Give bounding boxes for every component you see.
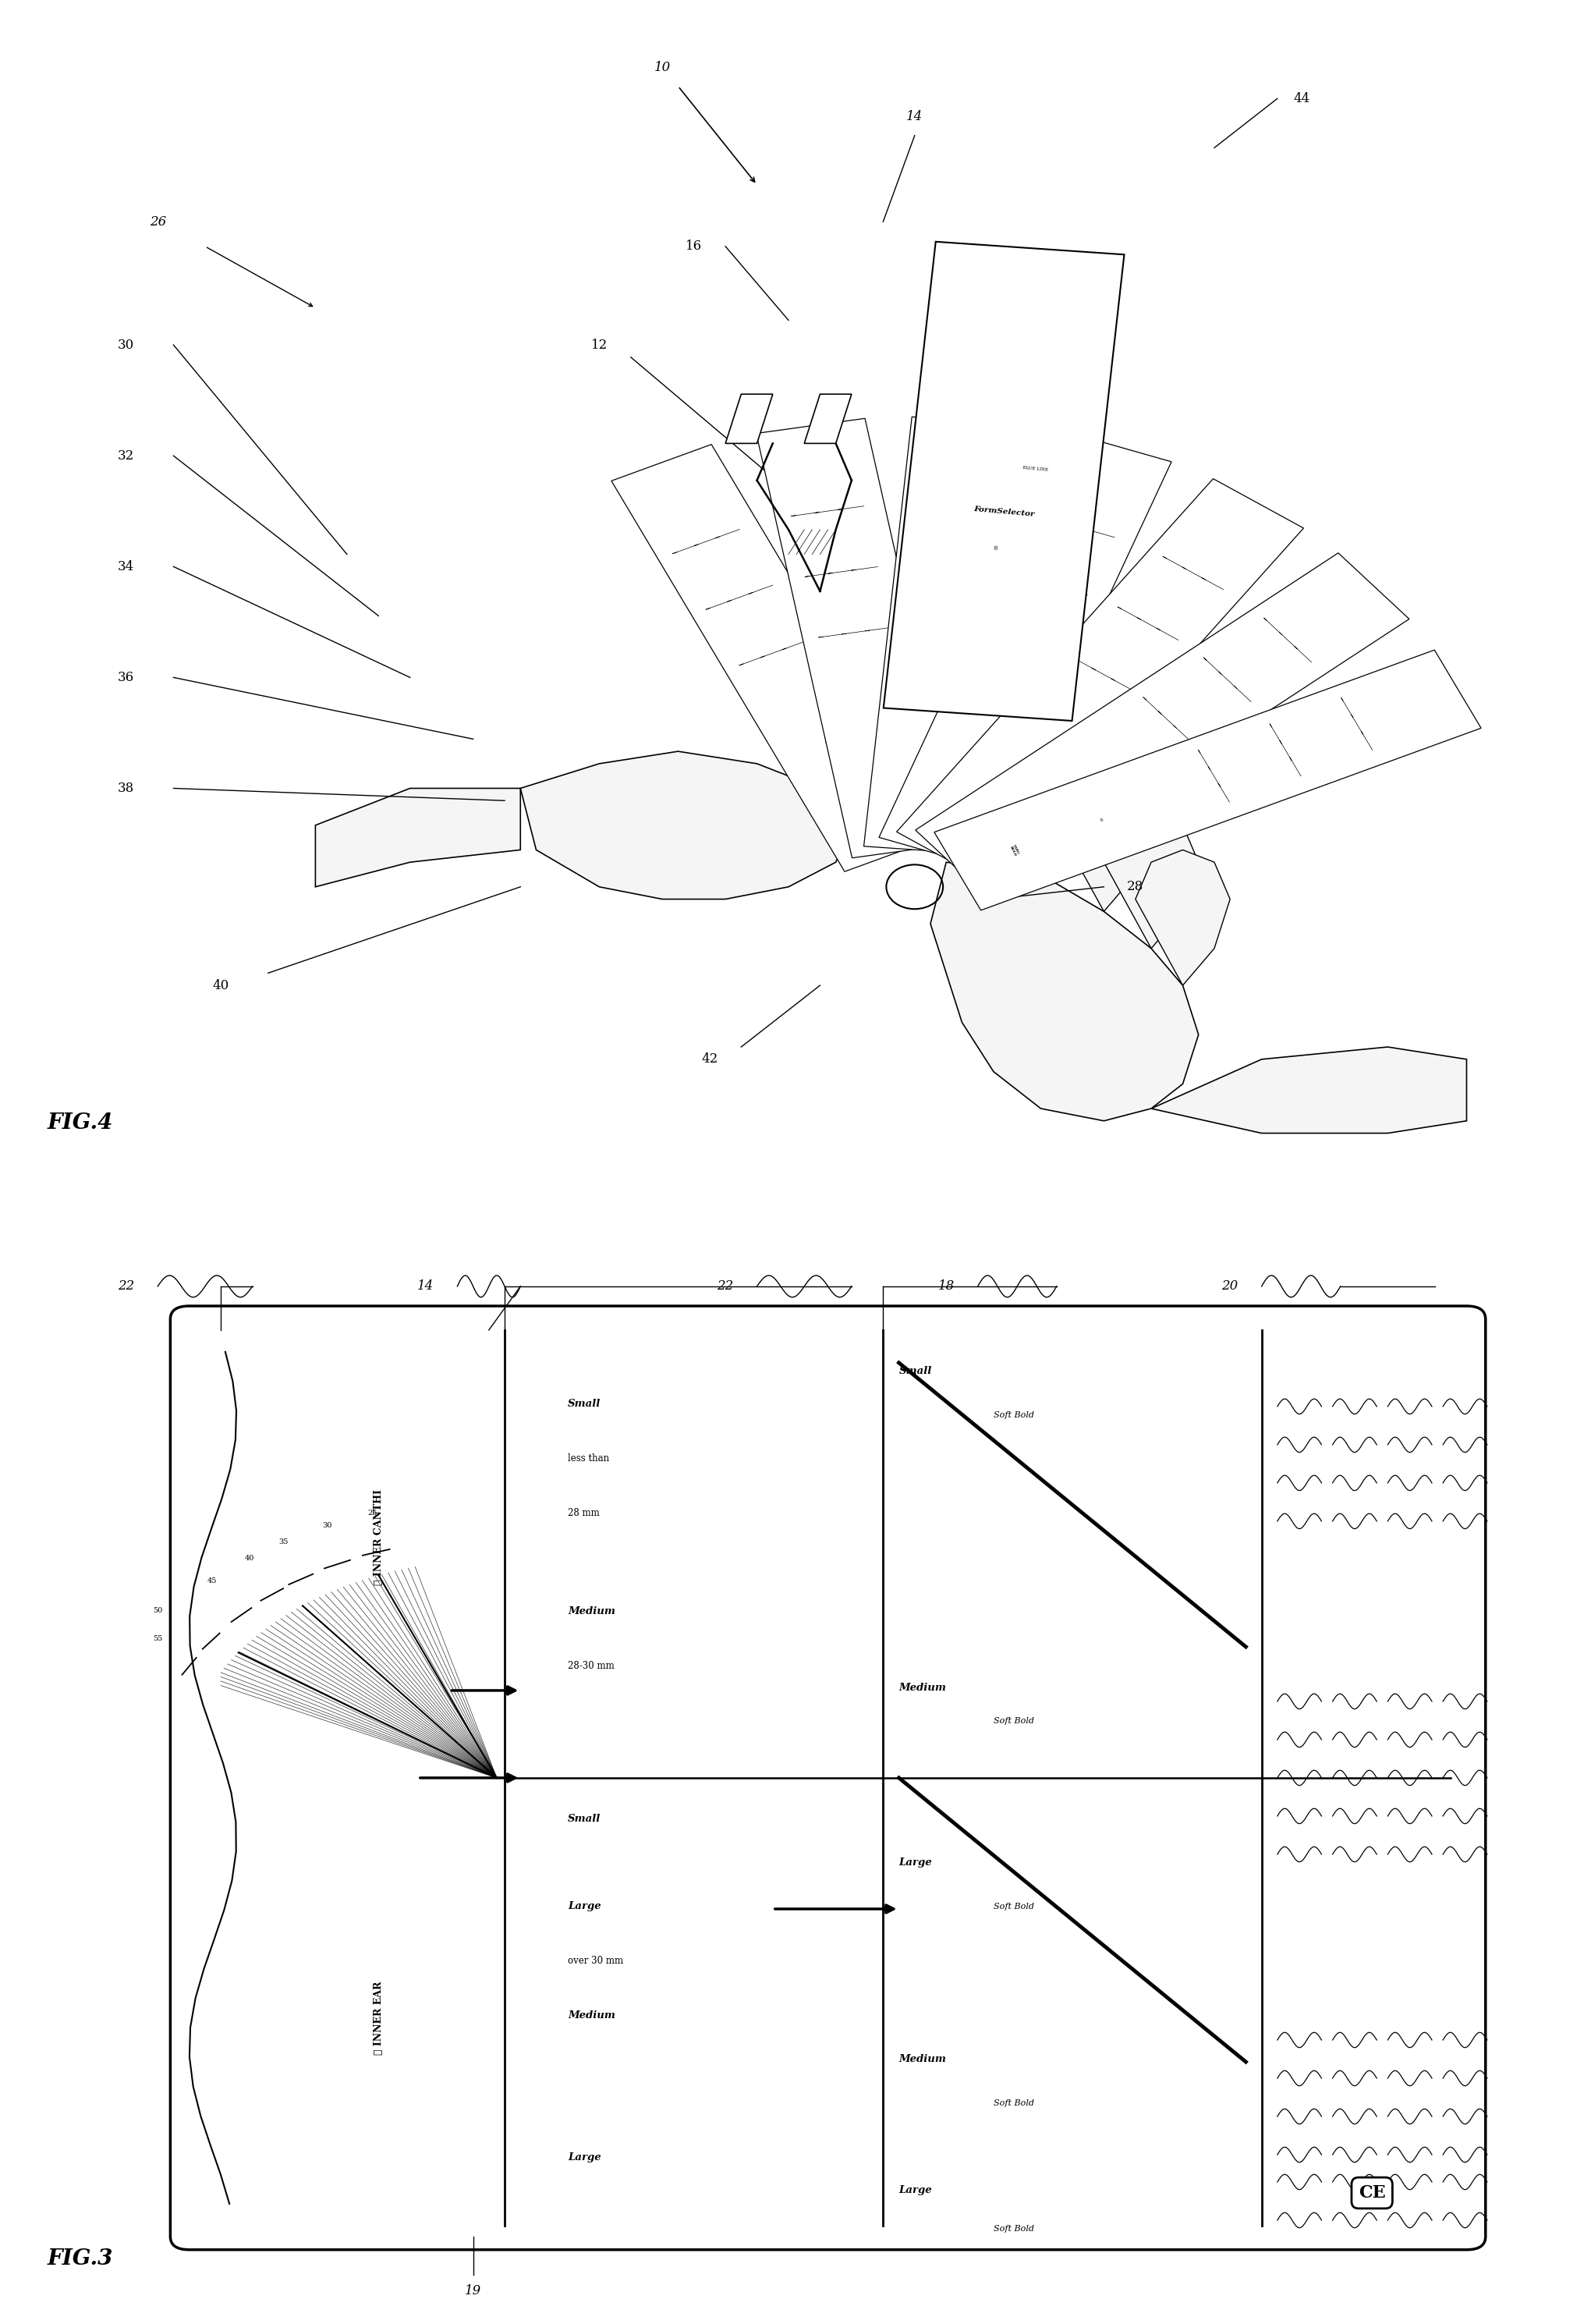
Polygon shape xyxy=(930,862,1199,1120)
Text: 42: 42 xyxy=(702,1053,718,1067)
Polygon shape xyxy=(1135,851,1230,985)
Text: 55: 55 xyxy=(153,1636,162,1643)
Text: 28 mm: 28 mm xyxy=(568,1508,599,1518)
Text: 45: 45 xyxy=(208,1578,218,1585)
Polygon shape xyxy=(878,432,1172,867)
Polygon shape xyxy=(315,788,520,888)
Text: 36: 36 xyxy=(118,672,134,683)
Text: 14: 14 xyxy=(418,1281,434,1292)
Polygon shape xyxy=(757,418,960,858)
Text: BLUE LINE: BLUE LINE xyxy=(1022,465,1049,472)
Text: 25: 25 xyxy=(367,1511,377,1518)
Polygon shape xyxy=(725,395,773,444)
Text: FIG.4: FIG.4 xyxy=(47,1113,114,1134)
Text: 40: 40 xyxy=(213,978,229,992)
Text: 19: 19 xyxy=(465,2284,481,2298)
Text: 22: 22 xyxy=(118,1281,134,1292)
Text: 38: 38 xyxy=(118,781,134,795)
Polygon shape xyxy=(1151,1046,1467,1134)
Text: 14: 14 xyxy=(907,109,923,123)
Text: Small: Small xyxy=(568,1813,601,1824)
Text: 20: 20 xyxy=(1222,1281,1238,1292)
Text: Medium: Medium xyxy=(568,2010,615,2020)
Text: 18: 18 xyxy=(938,1281,954,1292)
Text: 26: 26 xyxy=(150,216,166,228)
Text: Large: Large xyxy=(568,1901,601,1910)
Text: over 30 mm: over 30 mm xyxy=(568,1957,623,1966)
Text: 30: 30 xyxy=(118,339,134,351)
Text: Medium: Medium xyxy=(899,2054,946,2064)
Text: 28-30 mm: 28-30 mm xyxy=(568,1662,615,1671)
Text: FIG.3: FIG.3 xyxy=(47,2247,114,2268)
Text: 22: 22 xyxy=(718,1281,733,1292)
Text: A11: A11 xyxy=(1028,753,1036,760)
Text: Soft Bold: Soft Bold xyxy=(994,1411,1035,1420)
Text: Small: Small xyxy=(899,1367,932,1376)
Polygon shape xyxy=(1104,813,1199,948)
Text: A1: A1 xyxy=(1098,816,1102,823)
Text: Soft Bold: Soft Bold xyxy=(994,1717,1035,1724)
Text: A40: A40 xyxy=(981,734,989,739)
Text: Soft Bold: Soft Bold xyxy=(994,2099,1035,2108)
Text: CE: CE xyxy=(1358,2185,1386,2201)
Text: A28: A28 xyxy=(875,727,883,732)
Text: A16: A16 xyxy=(929,725,935,730)
Text: FormSelector: FormSelector xyxy=(973,507,1035,518)
Polygon shape xyxy=(915,553,1410,897)
Text: LARG
SOFT: LARG SOFT xyxy=(994,825,1005,837)
Text: MEDU
BOLD: MEDU BOLD xyxy=(971,811,986,823)
Text: SMALL
SOFT: SMALL SOFT xyxy=(861,802,875,813)
Text: MEDU
BOLD: MEDU BOLD xyxy=(946,802,959,811)
Polygon shape xyxy=(1057,776,1151,911)
Polygon shape xyxy=(934,651,1481,911)
Text: Medium: Medium xyxy=(899,1683,946,1692)
Text: 50: 50 xyxy=(153,1606,162,1613)
Text: Large: Large xyxy=(899,2185,932,2196)
Text: A21: A21 xyxy=(825,739,831,744)
Text: Medium: Medium xyxy=(568,1606,615,1618)
Text: less than: less than xyxy=(568,1452,609,1464)
Text: LARG
BOLD: LARG BOLD xyxy=(1009,844,1020,858)
Text: Soft Bold: Soft Bold xyxy=(994,2224,1035,2233)
Text: 12: 12 xyxy=(591,339,607,351)
Polygon shape xyxy=(804,395,852,444)
Text: ®: ® xyxy=(994,546,998,551)
Polygon shape xyxy=(864,416,1022,853)
Polygon shape xyxy=(994,739,1088,874)
Text: A4: A4 xyxy=(1069,781,1074,786)
Text: 16: 16 xyxy=(686,239,702,253)
Text: 30: 30 xyxy=(322,1522,331,1529)
Polygon shape xyxy=(897,479,1304,881)
Text: ① INNER CANTHI: ① INNER CANTHI xyxy=(374,1490,383,1585)
Text: SMA
BOLD: SMA BOLD xyxy=(889,797,902,806)
Polygon shape xyxy=(612,444,945,872)
Text: 34: 34 xyxy=(118,560,134,574)
Text: MEDIUM
SOFT: MEDIUM SOFT xyxy=(915,797,934,804)
Text: ② INNER EAR: ② INNER EAR xyxy=(374,1982,383,2054)
FancyBboxPatch shape xyxy=(170,1306,1486,2250)
Polygon shape xyxy=(883,242,1124,720)
Polygon shape xyxy=(520,751,852,899)
Text: 28: 28 xyxy=(1128,881,1143,892)
Text: 44: 44 xyxy=(1293,93,1310,105)
Text: Small: Small xyxy=(568,1399,601,1408)
Text: Large: Large xyxy=(568,2152,601,2164)
Text: 40: 40 xyxy=(244,1555,254,1562)
Text: 32: 32 xyxy=(118,449,134,462)
Text: 10: 10 xyxy=(654,60,670,74)
Text: Large: Large xyxy=(899,1857,932,1868)
Text: Soft Bold: Soft Bold xyxy=(994,1903,1035,1910)
Text: 35: 35 xyxy=(279,1538,289,1545)
